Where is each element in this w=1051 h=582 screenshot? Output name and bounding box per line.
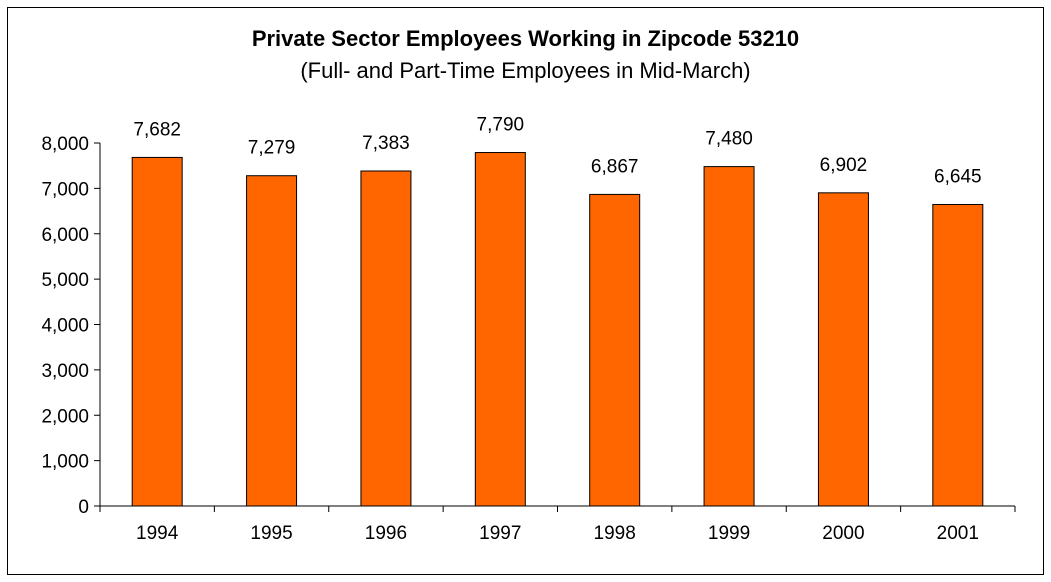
y-tick-label: 5,000	[41, 270, 89, 291]
x-tick-label-1994: 1994	[136, 523, 179, 544]
x-tick-label-1996: 1996	[365, 523, 407, 544]
bar-1994	[131, 156, 183, 507]
bar-1999	[703, 166, 755, 507]
data-label-1994: 7,682	[133, 119, 181, 140]
y-tick-label: 3,000	[41, 361, 89, 382]
bar-1995	[246, 175, 298, 507]
x-tick-label-1995: 1995	[250, 523, 292, 544]
data-label-1999: 7,480	[705, 129, 753, 150]
bar-2001	[932, 203, 984, 507]
data-label-1996: 7,383	[362, 133, 410, 154]
x-tick-label-1998: 1998	[594, 523, 636, 544]
data-label-1995: 7,279	[248, 138, 296, 159]
y-tick-label: 1,000	[41, 452, 89, 473]
x-tick-label-2001: 2001	[937, 523, 979, 544]
bar-1997	[474, 152, 526, 507]
x-tick-label-2000: 2000	[822, 523, 864, 544]
bar-1998	[589, 193, 641, 507]
bar-2000	[817, 192, 869, 507]
chart-labels: 7,682 1994 7,279 1995 7,383 1996 7,790 1997 6,86…	[133, 115, 981, 544]
data-label-2001: 6,645	[934, 166, 982, 187]
y-tick-label: 7,000	[41, 179, 89, 200]
y-tick-label: 2,000	[41, 406, 89, 427]
y-tick-label: 4,000	[41, 316, 89, 337]
y-tick-label: 6,000	[41, 225, 89, 246]
data-label-1997: 7,790	[477, 115, 525, 136]
x-tick-label-1999: 1999	[708, 523, 750, 544]
x-tick-label-1997: 1997	[479, 523, 521, 544]
data-label-1998: 6,867	[591, 156, 639, 177]
y-tick-label: 8,000	[41, 134, 89, 155]
chart-subtitle: (Full- and Part-Time Employees in Mid-Ma…	[300, 58, 751, 83]
chart-bars	[131, 152, 984, 507]
y-tick-label: 0	[78, 497, 89, 518]
chart-title: Private Sector Employees Working in Zipc…	[251, 26, 800, 51]
bar-1996	[360, 170, 412, 507]
data-label-2000: 6,902	[820, 155, 868, 176]
chart-axes: 0 1,000 2,000 3,000 4,000 5,000 6,000 7,000 8,00…	[41, 134, 1016, 518]
